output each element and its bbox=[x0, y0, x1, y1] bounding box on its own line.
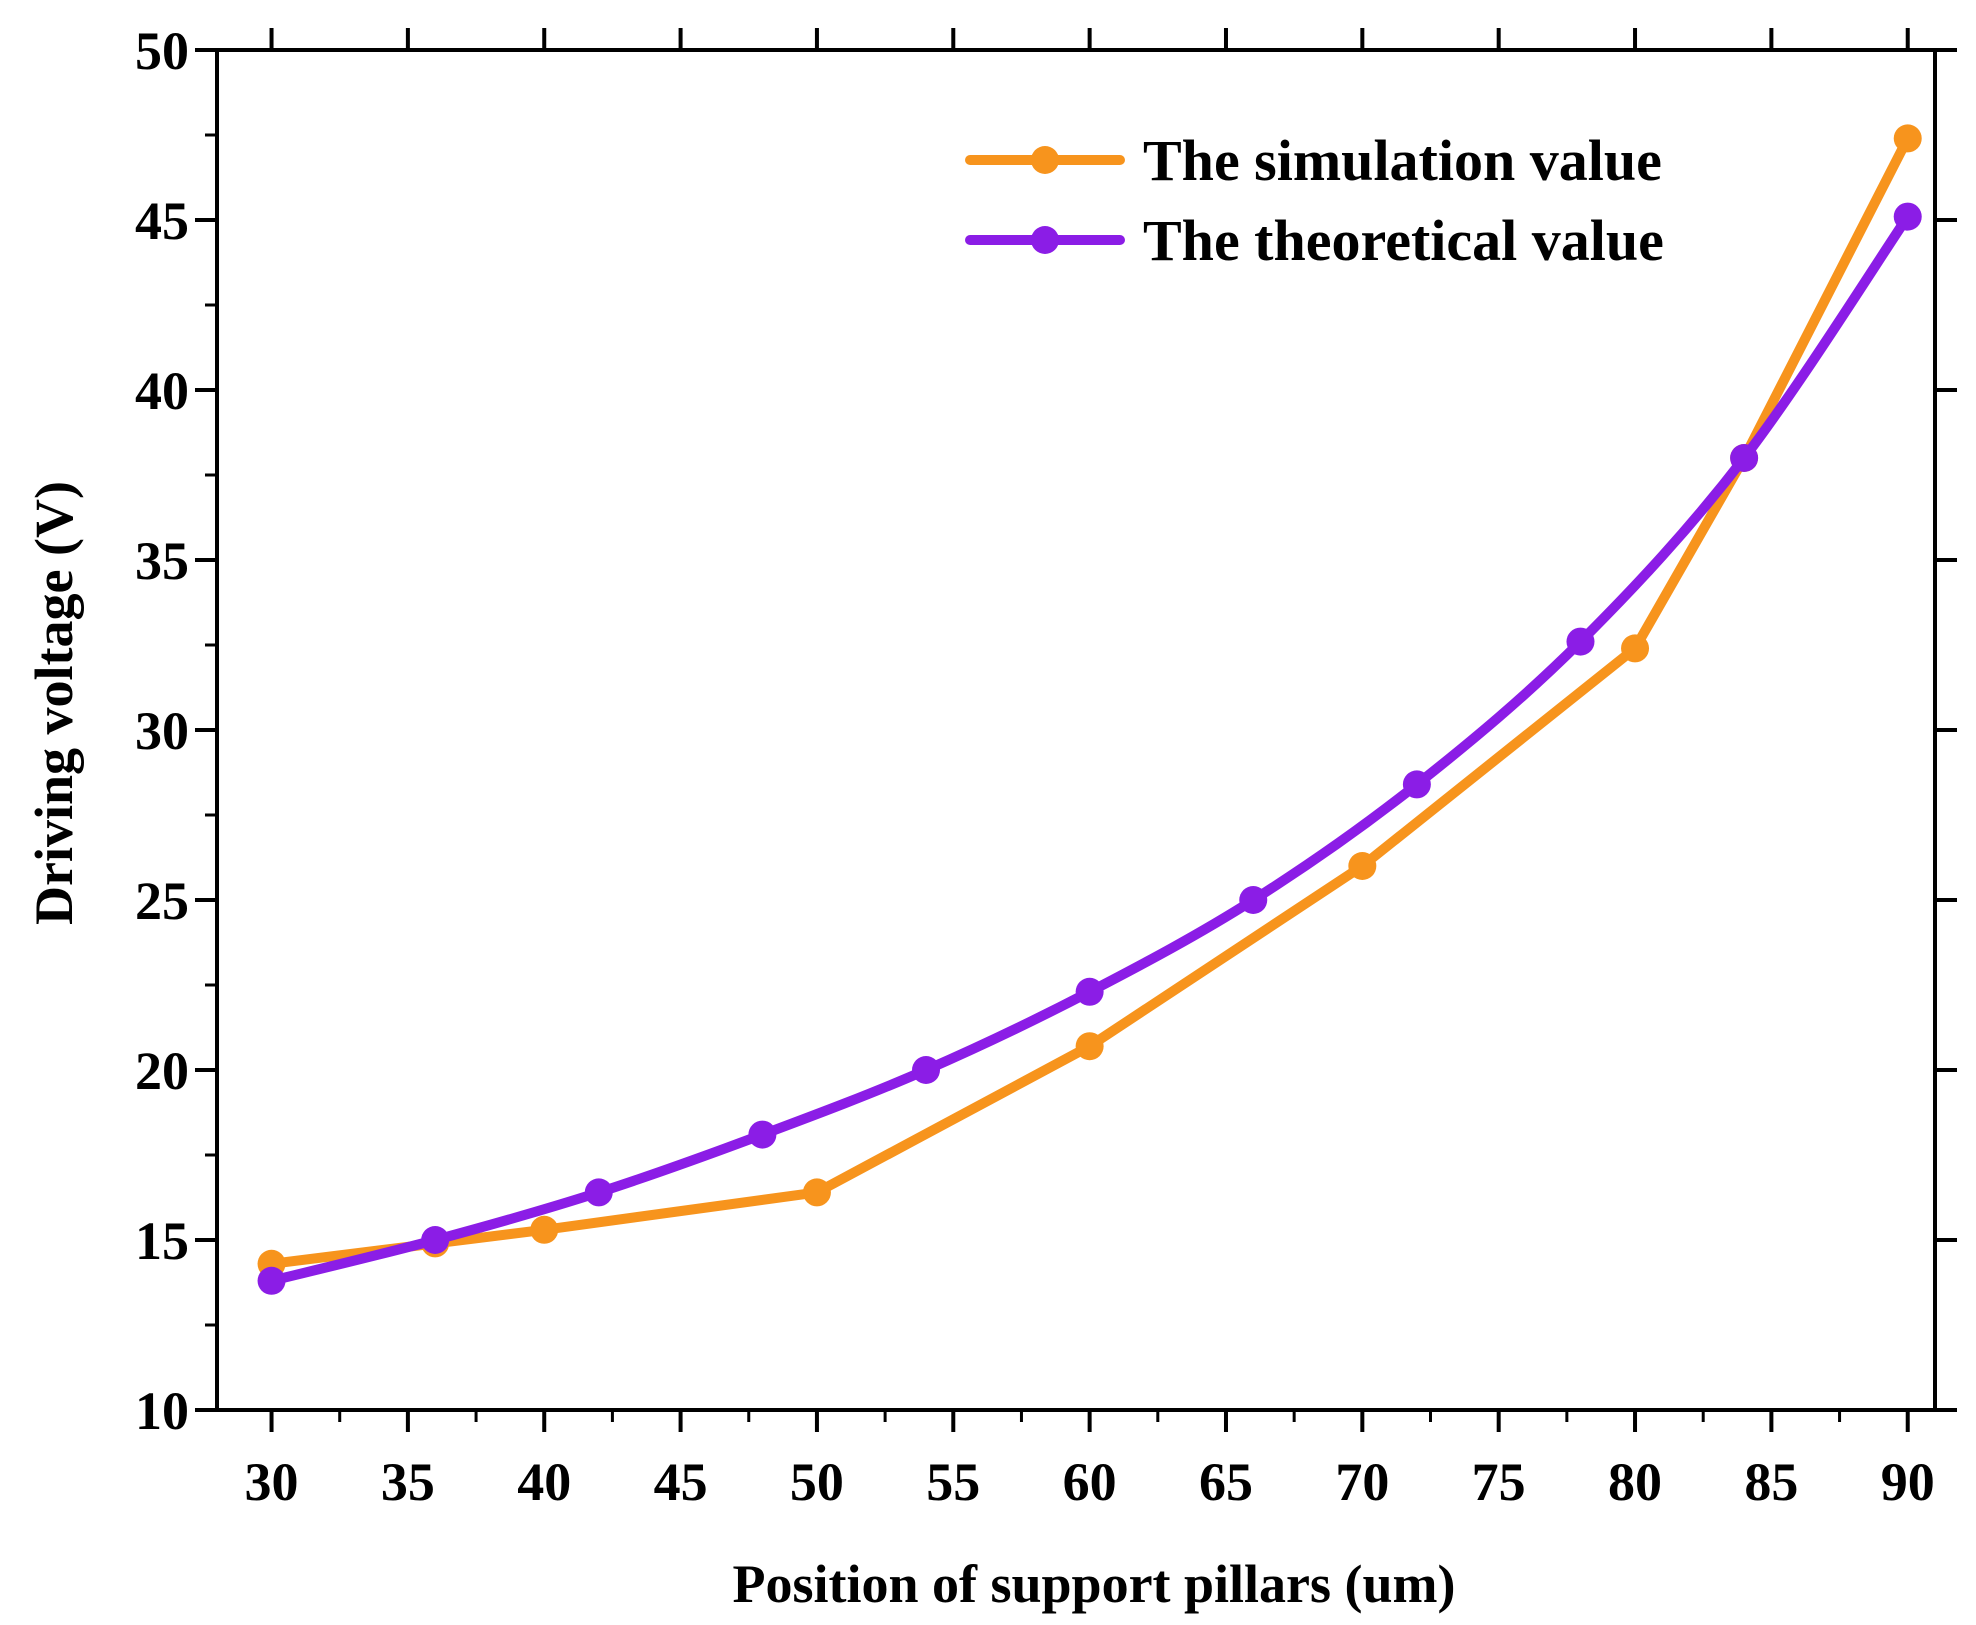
x-axis-title: Position of support pillars (um) bbox=[732, 1554, 1455, 1614]
series-line bbox=[266, 133, 1913, 1269]
data-point bbox=[802, 1178, 831, 1207]
data-point bbox=[1730, 444, 1759, 472]
legend-label: The simulation value bbox=[1143, 128, 1662, 193]
y-tick-label: 15 bbox=[135, 1211, 189, 1271]
data-point bbox=[1075, 1032, 1104, 1061]
data-point bbox=[421, 1226, 450, 1254]
data-point bbox=[912, 1056, 941, 1084]
data-point bbox=[1348, 852, 1377, 880]
data-point bbox=[1402, 770, 1431, 799]
data-point bbox=[530, 1215, 559, 1244]
x-tick-label: 35 bbox=[381, 1452, 435, 1512]
x-tick-label: 55 bbox=[926, 1452, 980, 1512]
y-tick-label: 45 bbox=[135, 191, 189, 251]
y-tick-label: 30 bbox=[135, 701, 189, 761]
x-tick-label: 85 bbox=[1744, 1452, 1798, 1512]
data-point bbox=[1621, 634, 1650, 663]
y-tick-label: 50 bbox=[135, 21, 189, 81]
x-tick-label: 50 bbox=[790, 1452, 844, 1512]
legend-item: The theoretical value bbox=[965, 208, 1664, 273]
x-tick-label: 65 bbox=[1199, 1452, 1253, 1512]
series-1 bbox=[257, 124, 1922, 1278]
legend-marker bbox=[1031, 146, 1059, 174]
series-2 bbox=[257, 202, 1922, 1295]
legend-item: The simulation value bbox=[965, 128, 1662, 193]
data-point bbox=[257, 1266, 286, 1295]
legend-label: The theoretical value bbox=[1143, 208, 1664, 273]
y-tick-label: 40 bbox=[135, 361, 189, 421]
x-tick-label: 45 bbox=[654, 1452, 708, 1512]
y-tick-label: 20 bbox=[135, 1041, 189, 1101]
data-point bbox=[584, 1178, 613, 1207]
x-tick-label: 75 bbox=[1472, 1452, 1526, 1512]
data-point bbox=[1893, 202, 1922, 231]
x-tick-label: 60 bbox=[1063, 1452, 1117, 1512]
x-tick-label: 70 bbox=[1335, 1452, 1389, 1512]
plot-frame bbox=[215, 48, 1937, 1412]
y-tick-label: 10 bbox=[135, 1381, 189, 1441]
data-point bbox=[748, 1120, 777, 1149]
series-line bbox=[266, 211, 1913, 1286]
data-point bbox=[1075, 977, 1104, 1006]
legend-marker bbox=[1031, 226, 1059, 254]
x-tick-label: 30 bbox=[245, 1452, 299, 1512]
data-point bbox=[1566, 627, 1595, 656]
data-point bbox=[1239, 886, 1268, 914]
y-axis-title: Driving voltage (V) bbox=[24, 481, 84, 925]
legend: The simulation value The theoretical valu… bbox=[965, 128, 1664, 273]
data-point bbox=[1893, 124, 1922, 153]
x-tick-label: 80 bbox=[1608, 1452, 1662, 1512]
x-tick-label: 40 bbox=[517, 1452, 571, 1512]
y-tick-label: 25 bbox=[135, 871, 189, 931]
y-tick-label: 35 bbox=[135, 531, 189, 591]
x-tick-label: 90 bbox=[1881, 1452, 1935, 1512]
